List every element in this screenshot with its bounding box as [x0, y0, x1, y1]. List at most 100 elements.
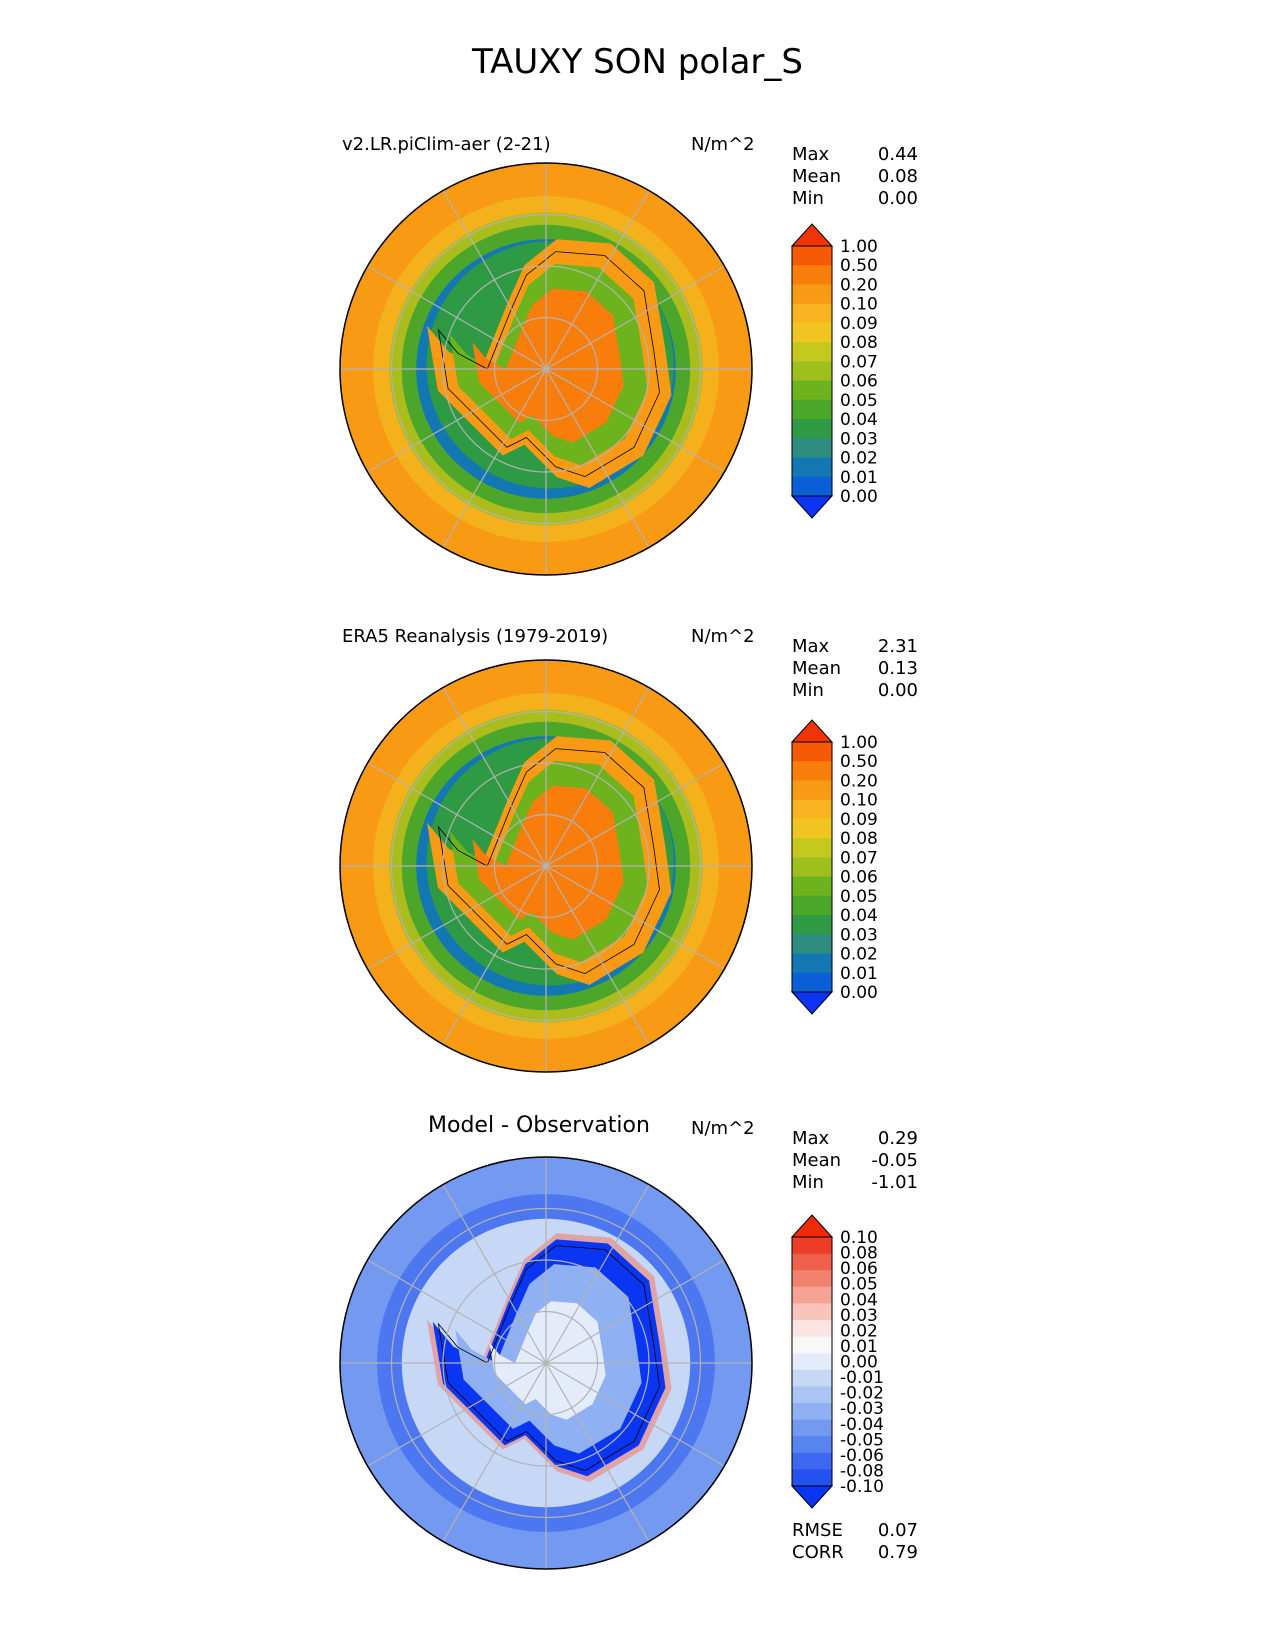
colorbar-segment	[792, 361, 832, 382]
longitude-gridline	[442, 865, 547, 1045]
longitude-gridline	[442, 1184, 547, 1364]
colorbar-tick-label: 1.00	[840, 237, 878, 257]
colorbar-tick-label: 0.05	[840, 391, 878, 411]
panel-title: Model - Observation	[428, 1113, 650, 1138]
colorbar-segment	[792, 1419, 832, 1437]
colorbar-tick-label: 0.07	[840, 352, 878, 372]
colorbar-tick-label: 0.09	[840, 810, 878, 830]
longitude-gridline	[442, 190, 547, 370]
colorbar-tick-label: -0.01	[840, 1368, 884, 1388]
stat-mean-label: Mean	[792, 658, 842, 679]
colorbar-tick-label: 0.50	[840, 256, 878, 276]
stat-max-value: 0.44	[877, 144, 918, 165]
colorbar-segment	[792, 1270, 832, 1288]
colorbar-tick-label: 0.04	[840, 410, 878, 430]
longitude-gridline	[442, 1362, 547, 1542]
stat-max-value: 2.31	[877, 636, 918, 657]
longitude-gridline	[367, 762, 547, 867]
stat-min-value: 0.00	[877, 188, 918, 209]
colorbar-tick-label: 0.06	[840, 1259, 878, 1279]
longitude-gridline	[545, 687, 650, 867]
colorbar-tick-label: 0.03	[840, 925, 878, 945]
longitude-gridline	[442, 687, 547, 867]
colorbar-tick-label: 0.09	[840, 314, 878, 334]
colorbar-segment	[792, 1369, 832, 1387]
colorbar-frame	[791, 741, 833, 993]
colorbar-tick-label: 0.01	[840, 1337, 878, 1357]
colorbar-tick-label: 0.04	[840, 1290, 878, 1310]
colorbar-tick-label: 0.20	[840, 275, 878, 295]
longitude-gridline	[545, 265, 725, 370]
colorbar-extend-max	[790, 1214, 834, 1238]
colorbar-segment	[792, 438, 832, 459]
map-boundary	[339, 1156, 753, 1570]
colorbar-tick-label: 0.00	[840, 1353, 878, 1373]
stat-max-label: Max	[792, 1128, 830, 1149]
colorbar-tick-label: -0.04	[840, 1415, 884, 1435]
colorbar-segment	[792, 1452, 832, 1470]
map-boundary	[339, 162, 753, 576]
colorbar-tick-label: 0.06	[840, 868, 878, 888]
colorbar-segment	[792, 742, 832, 762]
longitude-gridline	[367, 1362, 547, 1467]
colorbar-tick-label: 0.05	[840, 887, 878, 907]
colorbar-tick-label: -0.10	[840, 1477, 884, 1497]
colorbar-tick-label: -0.06	[840, 1446, 884, 1466]
longitude-gridline	[442, 368, 547, 548]
colorbar-segment	[792, 761, 832, 781]
longitude-gridline	[545, 368, 650, 548]
longitude-gridline	[367, 368, 547, 473]
colorbar-segment	[792, 1303, 832, 1321]
colorbar-segment	[792, 457, 832, 478]
map-boundary	[339, 659, 753, 1073]
stat-min-label: Min	[792, 188, 824, 209]
colorbar-segment	[792, 1403, 832, 1421]
colorbar-tick-label: 0.03	[840, 1306, 878, 1326]
figure-title: TAUXY SON polar_S	[472, 42, 803, 82]
colorbar-tick-label: 0.04	[840, 906, 878, 926]
colorbar-segment	[792, 1286, 832, 1304]
colorbar-segment	[792, 476, 832, 497]
stat-rmse-label: RMSE	[792, 1520, 843, 1541]
units-label: N/m^2	[691, 1118, 755, 1139]
stat-corr-value: 0.79	[877, 1542, 918, 1563]
colorbar-segment	[792, 284, 832, 305]
colorbar-observation: 1.000.500.200.100.090.080.070.060.050.04…	[790, 719, 878, 1015]
stat-mean-value: 0.13	[877, 658, 918, 679]
colorbar-segment	[792, 342, 832, 362]
colorbar-tick-label: 0.07	[840, 848, 878, 868]
longitude-gridline	[367, 865, 547, 970]
coastline	[437, 1245, 660, 1472]
stat-min-value: 0.00	[877, 680, 918, 701]
stat-mean-value: -0.05	[871, 1150, 918, 1171]
colorbar-tick-label: 0.02	[840, 449, 878, 469]
stat-rmse-value: 0.07	[877, 1520, 918, 1541]
colorbar-tick-label: 0.00	[840, 487, 878, 507]
colorbar-segment	[792, 818, 832, 839]
colorbar-tick-label: 0.10	[840, 791, 878, 811]
polar-map-observation	[339, 659, 753, 1073]
colorbar-tick-label: -0.05	[840, 1430, 884, 1450]
colorbar-tick-label: 0.06	[840, 372, 878, 392]
longitude-gridline	[545, 865, 725, 970]
colorbar-segment	[792, 895, 832, 916]
colorbar-tick-label: 0.50	[840, 752, 878, 772]
stat-min-label: Min	[792, 680, 824, 701]
stat-mean-label: Mean	[792, 1150, 842, 1171]
longitude-gridline	[545, 762, 725, 867]
stat-max-label: Max	[792, 144, 830, 165]
colorbar-tick-label: 0.10	[840, 1228, 878, 1248]
colorbar-segment	[792, 1386, 832, 1404]
colorbar-segment	[792, 303, 832, 324]
colorbar-tick-label: 0.00	[840, 983, 878, 1003]
colorbar-tick-label: 0.03	[840, 429, 878, 449]
colorbar-segment	[792, 799, 832, 820]
colorbar-tick-label: 0.08	[840, 829, 878, 849]
colorbar-segment	[792, 953, 832, 974]
coastline	[437, 251, 660, 478]
colorbar-segment	[792, 1469, 832, 1487]
colorbar-segment	[792, 1336, 832, 1354]
longitude-gridline	[367, 1259, 547, 1364]
colorbar-segment	[792, 1436, 832, 1454]
